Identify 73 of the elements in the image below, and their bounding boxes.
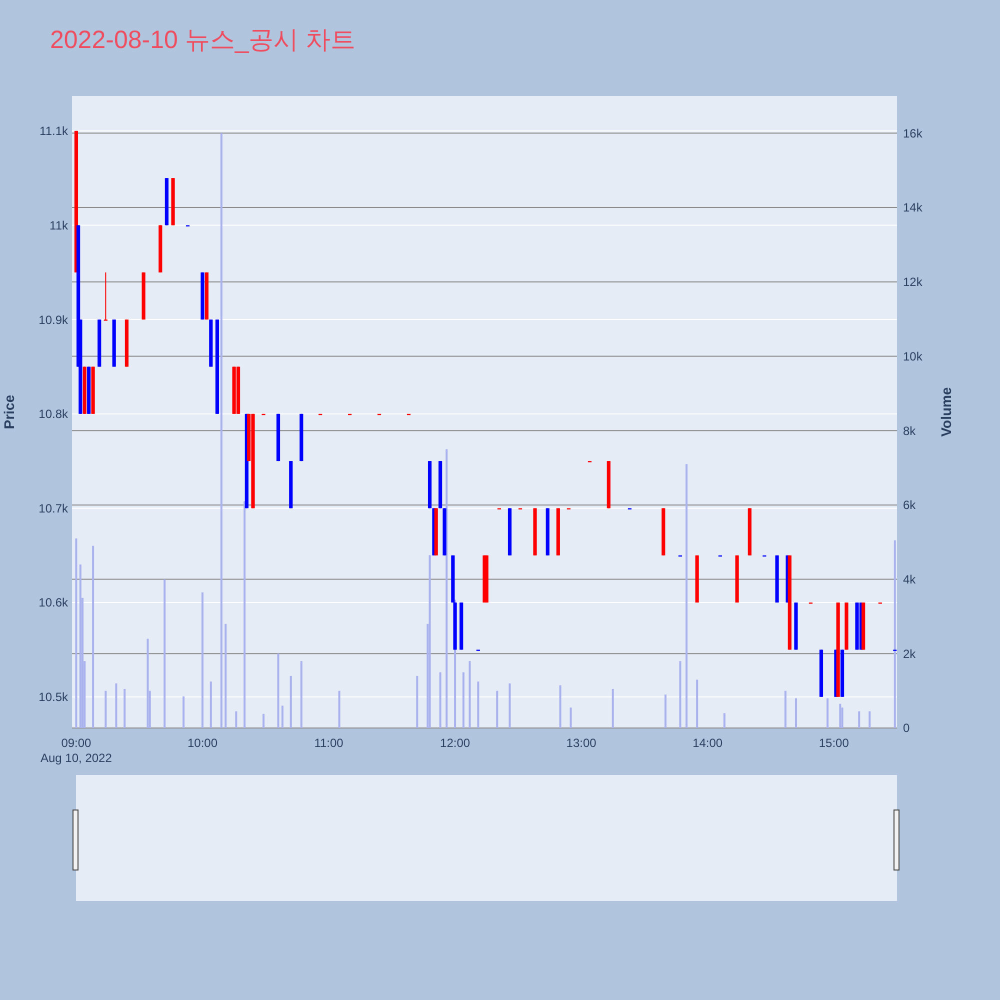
y2-tick-label: 4k: [903, 572, 917, 586]
bar: [462, 672, 464, 728]
bar: [210, 682, 212, 728]
bar: [428, 555, 431, 728]
bar: [446, 449, 448, 728]
y-tick-label: 10.6k: [38, 596, 69, 610]
bar: [220, 133, 222, 728]
bar: [338, 690, 340, 728]
bar: [115, 683, 118, 728]
bar: [164, 579, 166, 728]
bar: [826, 698, 829, 728]
y2-axis-title: Volume: [938, 387, 954, 437]
candlestick: [104, 272, 108, 321]
bar: [496, 690, 498, 728]
y2-tick-label: 10k: [903, 349, 924, 364]
bar: [124, 688, 126, 728]
bar: [439, 672, 442, 728]
chart-title: 2022-08-10 뉴스_공시 차트: [50, 26, 356, 54]
bar: [146, 638, 149, 728]
y-tick-label: 11k: [50, 218, 69, 232]
bar: [559, 685, 562, 728]
y2-tick-label: 14k: [903, 200, 924, 215]
bar: [468, 661, 471, 728]
bar: [784, 690, 786, 728]
y-tick-label: 10.9k: [38, 312, 69, 327]
bar: [244, 501, 246, 728]
x-tick-label: 11:00: [314, 736, 344, 750]
bar: [224, 624, 227, 728]
bar: [277, 654, 280, 728]
bar: [182, 696, 185, 728]
x-tick-label: 10:00: [187, 736, 218, 750]
bar: [92, 546, 94, 728]
bar: [300, 661, 302, 728]
bar: [679, 661, 682, 728]
bar: [79, 564, 82, 728]
y2-tick-label: 6k: [903, 498, 917, 512]
y-tick-label: 11.1k: [40, 124, 69, 138]
bar: [696, 680, 698, 728]
y2-tick-label: 12k: [903, 275, 924, 290]
y2-tick-label: 2k: [903, 646, 917, 661]
bar: [290, 676, 292, 728]
bar: [664, 694, 666, 728]
bar: [262, 714, 265, 728]
bar: [868, 711, 871, 728]
y2-tick-label: 16k: [903, 126, 924, 140]
bar: [794, 698, 797, 728]
bar: [508, 683, 511, 728]
text: Aug 10, 2022: [40, 751, 112, 765]
bar: [723, 713, 726, 728]
x-tick-label: 13:00: [566, 736, 597, 750]
y2-tick-label: 0: [903, 721, 910, 736]
y-tick-label: 10.7k: [38, 501, 69, 516]
bar: [235, 711, 238, 728]
x-tick-label: 14:00: [692, 736, 723, 750]
x-tick-label: 15:00: [818, 736, 850, 750]
bar: [858, 711, 860, 728]
bar: [104, 690, 107, 728]
x-tick-label: 09:00: [61, 736, 92, 750]
y-axis-title: Price: [1, 394, 17, 430]
x-tick-label: 12:00: [440, 736, 470, 750]
bar: [894, 540, 896, 728]
bar: [570, 708, 572, 728]
bar: [201, 592, 204, 728]
bar: [839, 704, 842, 728]
bar: [416, 676, 418, 728]
bar: [841, 708, 844, 728]
y-tick-label: 10.8k: [38, 407, 69, 422]
bar: [612, 688, 614, 728]
y2-tick-label: 8k: [903, 424, 917, 438]
bar: [75, 538, 78, 728]
bar: [686, 464, 688, 728]
y-tick-label: 10.5k: [38, 690, 69, 704]
bar: [477, 682, 480, 728]
